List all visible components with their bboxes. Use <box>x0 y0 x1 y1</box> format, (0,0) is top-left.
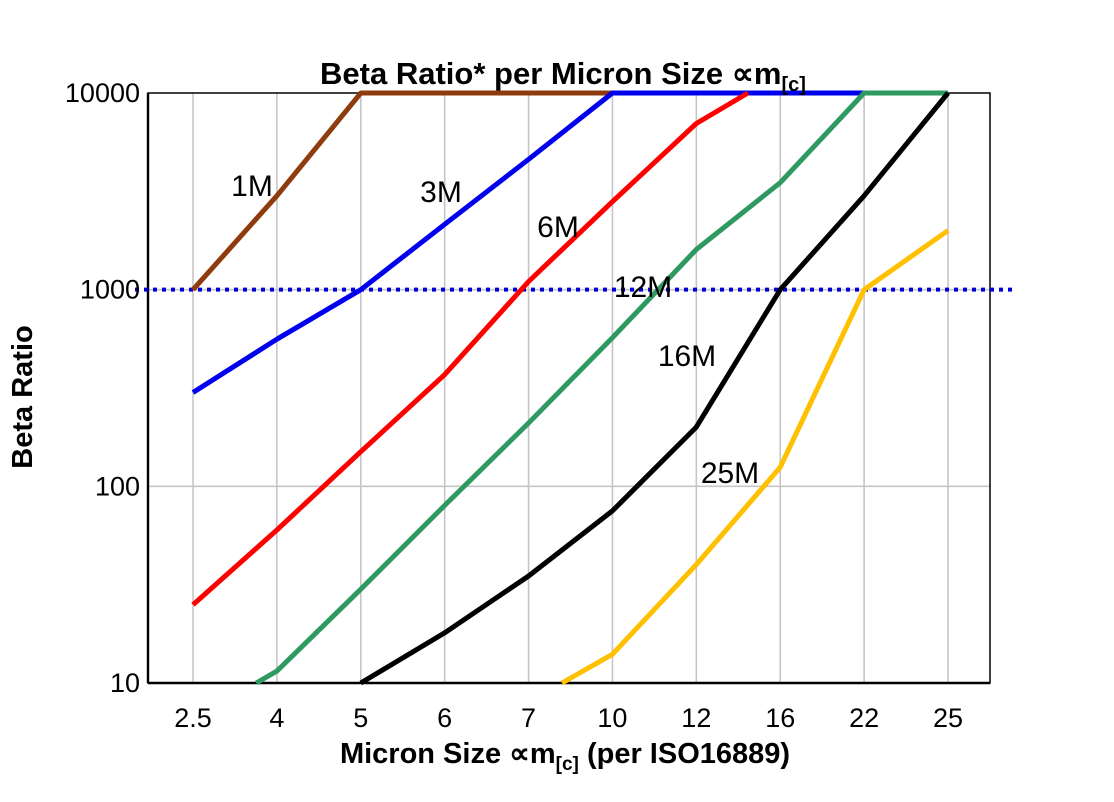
x-tick-label-22: 22 <box>849 703 879 733</box>
series-line-16M <box>359 91 950 686</box>
chart-title-subscript: [c] <box>781 74 805 96</box>
series-labels-layer: 1M 3M 6M 12M 16M 25M <box>231 170 759 490</box>
series-line-3M <box>191 90 865 395</box>
series-label-3M: 3M <box>420 176 462 209</box>
y-axis-title: Beta Ratio <box>7 325 39 468</box>
chart-title: Beta Ratio* per Micron Size ∝m[c] <box>320 56 806 96</box>
x-tick-label-5: 5 <box>353 703 368 733</box>
series-label-12M: 12M <box>614 271 672 304</box>
y-tick-label-100: 100 <box>95 471 140 501</box>
series-line-6M <box>191 90 750 607</box>
series-line-1M <box>191 90 613 292</box>
x-axis-title-symbol: ∝m <box>509 738 556 770</box>
x-tick-label-4: 4 <box>269 703 284 733</box>
series-label-16M: 16M <box>658 340 716 373</box>
series-layer <box>191 90 950 686</box>
x-axis-title-prefix: Micron Size <box>340 738 509 770</box>
x-tick-label-6: 6 <box>437 703 452 733</box>
chart-title-main: Beta Ratio* per Micron Size <box>320 56 732 91</box>
x-axis-title: Micron Size ∝m[c] (per ISO16889) <box>340 738 790 775</box>
y-tick-label-1000: 1000 <box>80 275 140 305</box>
x-tick-label-2.5: 2.5 <box>174 703 212 733</box>
x-axis-title-subscript: [c] <box>556 754 579 775</box>
chart-title-symbol: ∝m <box>732 56 782 91</box>
gridlines-layer <box>148 93 990 683</box>
x-tick-label-7: 7 <box>521 703 536 733</box>
x-tick-label-10: 10 <box>597 703 627 733</box>
series-line-25M <box>560 228 950 686</box>
x-tick-label-25: 25 <box>933 703 963 733</box>
x-axis-title-suffix: (per ISO16889) <box>579 738 790 770</box>
y-tick-label-10000: 10000 <box>65 78 140 108</box>
y-tick-label-10: 10 <box>110 668 140 698</box>
series-line-12M <box>255 90 948 686</box>
tick-labels-layer: 2.5 4 5 6 7 10 12 16 22 25 10000 1000 100 10 <box>65 78 963 733</box>
x-tick-label-12: 12 <box>681 703 711 733</box>
series-label-6M: 6M <box>537 211 579 244</box>
series-label-25M: 25M <box>701 457 759 490</box>
series-label-1M: 1M <box>231 170 273 203</box>
x-tick-label-16: 16 <box>765 703 795 733</box>
